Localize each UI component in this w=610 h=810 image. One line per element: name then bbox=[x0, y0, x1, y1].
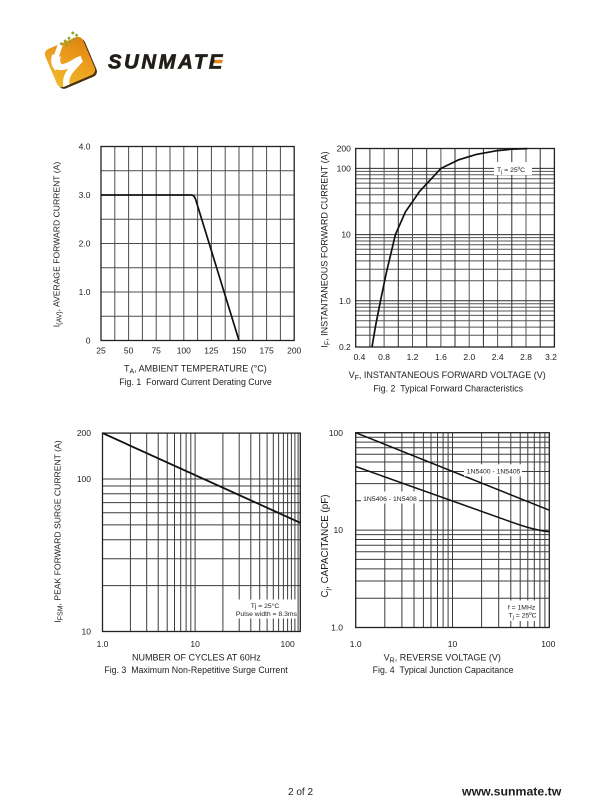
svg-text:200: 200 bbox=[337, 144, 351, 154]
svg-text:10: 10 bbox=[448, 639, 458, 649]
svg-text:1.6: 1.6 bbox=[435, 352, 447, 362]
svg-text:50: 50 bbox=[124, 346, 134, 356]
svg-text:1N5400 - 1N5405: 1N5400 - 1N5405 bbox=[467, 469, 521, 476]
svg-text:1.0: 1.0 bbox=[331, 623, 343, 633]
svg-text:f = 1MHz: f = 1MHz bbox=[508, 604, 536, 611]
svg-text:2.0: 2.0 bbox=[79, 239, 91, 249]
svg-text:100: 100 bbox=[77, 474, 91, 484]
svg-text:www.sunmate.tw: www.sunmate.tw bbox=[461, 785, 562, 799]
svg-text:1.0: 1.0 bbox=[339, 296, 351, 306]
svg-text:175: 175 bbox=[260, 346, 274, 356]
svg-text:Tj = 25°C: Tj = 25°C bbox=[251, 602, 280, 610]
svg-text:Pulse width = 8.3ms: Pulse width = 8.3ms bbox=[236, 611, 298, 618]
svg-text:1.0: 1.0 bbox=[79, 287, 91, 297]
svg-text:0.8: 0.8 bbox=[378, 352, 390, 362]
svg-text:200: 200 bbox=[77, 428, 91, 438]
svg-text:150: 150 bbox=[232, 346, 246, 356]
svg-text:I(AV), AVERAGE FORWARD CURRENT: I(AV), AVERAGE FORWARD CURRENT (A) bbox=[52, 162, 64, 328]
svg-text:Tj = 25ºC: Tj = 25ºC bbox=[497, 167, 525, 176]
svg-text:10: 10 bbox=[190, 639, 200, 649]
svg-text:125: 125 bbox=[204, 346, 218, 356]
svg-text:0: 0 bbox=[86, 336, 91, 346]
svg-text:10: 10 bbox=[341, 230, 351, 240]
svg-text:1.2: 1.2 bbox=[407, 352, 419, 362]
svg-text:Tj = 25ºC: Tj = 25ºC bbox=[508, 612, 536, 621]
svg-text:Cj, CAPACITANCE (pF): Cj, CAPACITANCE (pF) bbox=[320, 495, 332, 598]
svg-text:75: 75 bbox=[151, 346, 161, 356]
svg-text:10: 10 bbox=[82, 627, 92, 637]
svg-text:IF, INSTANTANEOUS FORWARD CURR: IF, INSTANTANEOUS FORWARD CURRENT (A) bbox=[320, 151, 332, 347]
svg-text:1.0: 1.0 bbox=[350, 639, 362, 649]
svg-text:100: 100 bbox=[329, 428, 343, 438]
svg-text:4.0: 4.0 bbox=[79, 142, 91, 152]
svg-text:1.0: 1.0 bbox=[97, 639, 109, 649]
svg-text:200: 200 bbox=[287, 346, 301, 356]
svg-text:0.4: 0.4 bbox=[354, 352, 366, 362]
svg-text:Fig. 3 Maximum Non-Repetitive: Fig. 3 Maximum Non-Repetitive Surge Curr… bbox=[104, 665, 288, 675]
svg-text:100: 100 bbox=[177, 346, 191, 356]
svg-text:Fig. 4 Typical Junction Capac: Fig. 4 Typical Junction Capacitance bbox=[373, 665, 514, 675]
svg-text:Fig. 2 Typical Forward Charac: Fig. 2 Typical Forward Characteristics bbox=[373, 384, 523, 394]
svg-text:100: 100 bbox=[281, 639, 295, 649]
svg-text:100: 100 bbox=[337, 164, 351, 174]
svg-text:2.8: 2.8 bbox=[520, 352, 532, 362]
svg-text:NUMBER OF CYCLES AT 60Hz: NUMBER OF CYCLES AT 60Hz bbox=[132, 653, 261, 663]
svg-text:2 of 2: 2 of 2 bbox=[288, 787, 313, 798]
svg-text:SUNMATE: SUNMATE bbox=[108, 52, 225, 74]
svg-text:3.0: 3.0 bbox=[79, 190, 91, 200]
svg-text:VF, INSTANTANEOUS FORWARD VOLT: VF, INSTANTANEOUS FORWARD VOLTAGE (V) bbox=[349, 370, 546, 382]
svg-text:2.4: 2.4 bbox=[492, 352, 504, 362]
svg-text:3.2: 3.2 bbox=[545, 352, 557, 362]
svg-text:Fig. 1 Forward Current Derati: Fig. 1 Forward Current Derating Curve bbox=[119, 377, 272, 387]
svg-text:VR, REVERSE VOLTAGE (V): VR, REVERSE VOLTAGE (V) bbox=[384, 653, 501, 665]
svg-text:10: 10 bbox=[334, 525, 344, 535]
svg-text:25: 25 bbox=[96, 346, 106, 356]
svg-text:1N5406 - 1N5408: 1N5406 - 1N5408 bbox=[363, 496, 417, 503]
svg-text:100: 100 bbox=[541, 639, 555, 649]
svg-text:2.0: 2.0 bbox=[463, 352, 475, 362]
svg-text:IFSM, PEAK FORWARD SURGE CURRE: IFSM, PEAK FORWARD SURGE CURRENT (A) bbox=[53, 440, 65, 622]
svg-text:TA, AMBIENT TEMPERATURE (°C): TA, AMBIENT TEMPERATURE (°C) bbox=[124, 364, 267, 376]
svg-text:0.2: 0.2 bbox=[339, 342, 351, 352]
